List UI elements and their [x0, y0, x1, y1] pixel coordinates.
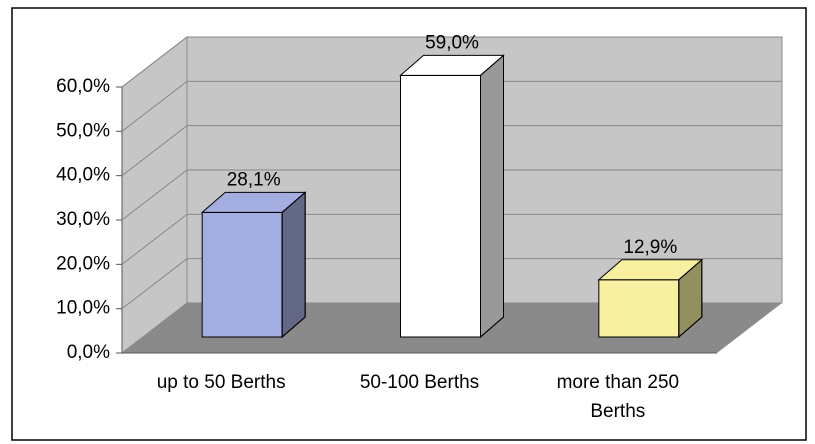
y-tick-label: 20,0% [56, 253, 110, 274]
x-tick-label: up to 50 Berths [156, 372, 286, 393]
value-label: 59,0% [425, 32, 479, 53]
y-tick-label: 40,0% [56, 165, 110, 186]
value-label: 12,9% [623, 237, 677, 258]
bar-front [201, 211, 283, 338]
grid-line [121, 258, 782, 310]
y-tick-label: 10,0% [56, 298, 110, 319]
y-tick-label: 30,0% [56, 209, 110, 230]
bar-front [400, 74, 481, 338]
grid-line [121, 125, 782, 177]
bar-side-shade [678, 258, 703, 339]
bar [200, 191, 307, 339]
y-tick-label: 0,0% [67, 342, 110, 363]
grid-line [121, 36, 782, 88]
bar-side-shade [281, 191, 306, 339]
grid [121, 36, 782, 310]
x-tick-label: more than 250 Berths [556, 372, 680, 422]
grid-line [121, 169, 782, 221]
bars [200, 54, 704, 339]
y-tick-label: 60,0% [56, 76, 110, 97]
bar-front [598, 279, 680, 338]
bar [399, 54, 505, 339]
y-tick-label: 50,0% [56, 120, 110, 141]
grid-line [121, 80, 782, 132]
bar-side-shade [480, 54, 504, 339]
bar [597, 258, 704, 339]
x-tick-label: 50-100 Berths [359, 372, 480, 393]
value-label: 28,1% [227, 169, 281, 190]
grid-line [121, 213, 782, 265]
